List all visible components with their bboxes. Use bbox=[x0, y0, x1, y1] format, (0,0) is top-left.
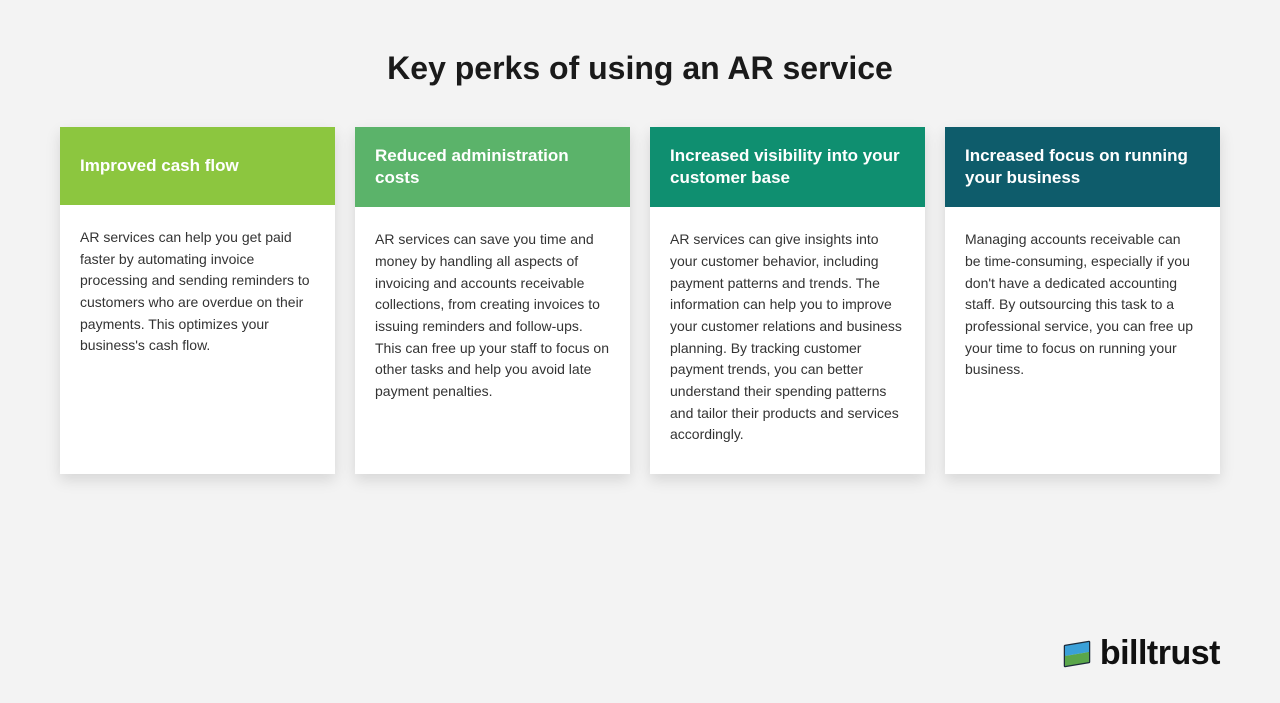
brand-logo: billtrust bbox=[1062, 634, 1220, 673]
card-header: Increased focus on running your business bbox=[945, 127, 1220, 207]
cards-row: Improved cash flow AR services can help … bbox=[60, 127, 1220, 474]
page-title: Key perks of using an AR service bbox=[60, 50, 1220, 87]
brand-name: billtrust bbox=[1100, 634, 1220, 673]
card-reduced-admin-costs: Reduced administration costs AR services… bbox=[355, 127, 630, 474]
card-increased-visibility: Increased visibility into your customer … bbox=[650, 127, 925, 474]
card-header: Reduced administration costs bbox=[355, 127, 630, 207]
card-header: Increased visibility into your customer … bbox=[650, 127, 925, 207]
card-header: Improved cash flow bbox=[60, 127, 335, 205]
card-body: AR services can give insights into your … bbox=[650, 207, 925, 474]
card-improved-cash-flow: Improved cash flow AR services can help … bbox=[60, 127, 335, 474]
card-body: AR services can save you time and money … bbox=[355, 207, 630, 431]
card-body: Managing accounts receivable can be time… bbox=[945, 207, 1220, 409]
card-increased-focus: Increased focus on running your business… bbox=[945, 127, 1220, 474]
card-body: AR services can help you get paid faster… bbox=[60, 205, 335, 385]
brand-icon bbox=[1062, 639, 1092, 669]
